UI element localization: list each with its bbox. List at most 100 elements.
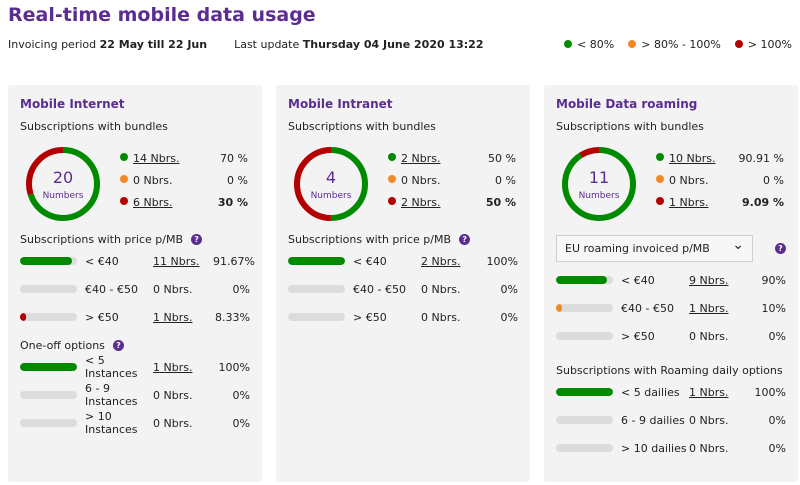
row-count-link[interactable]: 1 Nbrs.	[689, 385, 729, 399]
section-heading: One-off options?	[20, 337, 250, 353]
page-title: Real-time mobile data usage	[8, 4, 316, 26]
bundles-donut-section: 4 Numbers 2 Nbrs. 50 % 0 Nbrs. 0 % 2 Nbrs. 50 %	[288, 139, 518, 229]
usage-row: > €50 0 Nbrs. 0%	[288, 303, 518, 331]
usage-progress-bar	[556, 416, 613, 424]
row-label: €40 - €50	[353, 282, 406, 296]
bundle-count-link[interactable]: 14 Nbrs.	[133, 151, 180, 165]
status-dot-icon	[656, 197, 664, 205]
bundle-count-link[interactable]: 6 Nbrs.	[133, 195, 173, 209]
legend-dot-icon	[628, 40, 637, 48]
usage-row: > 10 Instances 0 Nbrs. 0%	[20, 409, 250, 437]
bundle-percent: 90.91 %	[738, 151, 784, 165]
status-dot-icon	[120, 175, 128, 183]
period-value: 22 May till 22 Jun	[99, 38, 208, 51]
update-value: Thursday 04 June 2020 13:22	[302, 38, 484, 51]
row-percent: 100%	[218, 360, 250, 374]
bundle-count: 0 Nbrs.	[133, 173, 173, 187]
row-count: 0 Nbrs.	[153, 416, 193, 430]
bundle-row: 0 Nbrs. 0 %	[120, 173, 248, 187]
legend-item: > 100%	[734, 38, 792, 51]
help-icon[interactable]: ?	[112, 339, 124, 351]
usage-row: > €50 1 Nbrs. 8.33%	[20, 303, 250, 331]
legend-item: > 80% - 100%	[628, 38, 721, 51]
donut-total-label: Numbers	[42, 191, 84, 201]
bundle-count: 0 Nbrs.	[669, 173, 709, 187]
row-label: > €50	[353, 310, 387, 324]
section-title: Subscriptions with price p/MB	[288, 232, 452, 246]
invoice-meta: Invoicing period 22 May till 22 Jun Last…	[8, 38, 484, 51]
bundle-percent: 30 %	[217, 195, 248, 209]
bundle-count-link[interactable]: 1 Nbrs.	[669, 195, 709, 209]
usage-row: €40 - €50 1 Nbrs. 10%	[556, 294, 786, 322]
bundles-donut-chart	[26, 147, 100, 221]
status-dot-icon	[656, 153, 664, 161]
bundle-count-link[interactable]: 2 Nbrs.	[401, 195, 441, 209]
status-dot-icon	[388, 197, 396, 205]
donut-total: 11	[588, 168, 610, 187]
row-count-link[interactable]: 11 Nbrs.	[153, 254, 200, 268]
bundle-percent: 70 %	[220, 151, 248, 165]
help-icon[interactable]: ?	[775, 243, 786, 254]
bundle-percent: 50 %	[485, 195, 516, 209]
progress-fill	[20, 257, 73, 265]
bundles-heading: Subscriptions with bundles	[288, 120, 436, 133]
legend-dot-icon	[734, 40, 743, 48]
row-percent: 8.33%	[215, 310, 250, 324]
usage-progress-bar	[20, 285, 77, 293]
row-percent: 0%	[232, 388, 250, 402]
status-dot-icon	[388, 175, 396, 183]
status-dot-icon	[120, 153, 128, 161]
row-percent: 0%	[768, 413, 786, 427]
bundle-percent: 9.09 %	[742, 195, 784, 209]
progress-fill	[20, 363, 77, 371]
bundle-percent: 50 %	[488, 151, 516, 165]
usage-progress-bar	[556, 444, 613, 452]
status-dot-icon	[656, 175, 664, 183]
bundles-donut-chart	[562, 147, 636, 221]
bundle-count-link[interactable]: 10 Nbrs.	[669, 151, 716, 165]
row-count-link[interactable]: 1 Nbrs.	[689, 301, 729, 315]
bundles-heading: Subscriptions with bundles	[20, 120, 168, 133]
section-title: Subscriptions with Roaming daily options	[556, 363, 783, 377]
row-label: < 5 Instances	[85, 354, 138, 380]
bundle-count: 0 Nbrs.	[401, 173, 441, 187]
row-percent: 0%	[500, 282, 518, 296]
section-heading: Subscriptions with Roaming daily options	[556, 362, 786, 378]
row-count: 0 Nbrs.	[153, 282, 193, 296]
row-count-link[interactable]: 2 Nbrs.	[421, 254, 461, 268]
section-title: Subscriptions with price p/MB	[20, 232, 184, 246]
usage-row: 6 - 9 Instances 0 Nbrs. 0%	[20, 381, 250, 409]
update-label: Last update	[234, 38, 300, 51]
row-percent: 0%	[500, 310, 518, 324]
legend-dot-icon	[564, 40, 573, 48]
bundle-row: 2 Nbrs. 50 %	[388, 195, 516, 209]
select-value: EU roaming invoiced p/MB	[565, 242, 710, 255]
help-icon[interactable]: ?	[191, 233, 203, 245]
usage-progress-bar	[20, 313, 77, 321]
row-count-link[interactable]: 1 Nbrs.	[153, 310, 193, 324]
row-count-link[interactable]: 1 Nbrs.	[153, 360, 193, 374]
usage-row: < 5 dailies 1 Nbrs. 100%	[556, 378, 786, 406]
donut-total: 4	[325, 168, 337, 187]
row-count: 0 Nbrs.	[689, 329, 729, 343]
usage-progress-bar	[556, 332, 613, 340]
row-count-link[interactable]: 9 Nbrs.	[689, 273, 729, 287]
usage-row: €40 - €50 0 Nbrs. 0%	[20, 275, 250, 303]
usage-row: < 5 Instances 1 Nbrs. 100%	[20, 353, 250, 381]
donut-segment	[294, 147, 368, 221]
donut-segment	[26, 147, 100, 221]
legend-label: > 80% - 100%	[641, 38, 721, 51]
row-label: 6 - 9 dailies	[621, 413, 685, 427]
help-icon[interactable]: ?	[459, 233, 471, 245]
roaming-type-select[interactable]: EU roaming invoiced p/MB ⌄	[556, 235, 753, 262]
donut-segment	[562, 147, 636, 221]
row-percent: 100%	[754, 385, 786, 399]
progress-fill	[288, 257, 345, 265]
usage-row: < €40 9 Nbrs. 90%	[556, 266, 786, 294]
section-heading: Subscriptions with price p/MB?	[288, 231, 518, 247]
bundle-count-link[interactable]: 2 Nbrs.	[401, 151, 441, 165]
usage-progress-bar	[20, 257, 77, 265]
usage-progress-bar	[556, 304, 613, 312]
usage-progress-bar	[20, 419, 77, 427]
chevron-down-icon: ⌄	[732, 236, 744, 253]
